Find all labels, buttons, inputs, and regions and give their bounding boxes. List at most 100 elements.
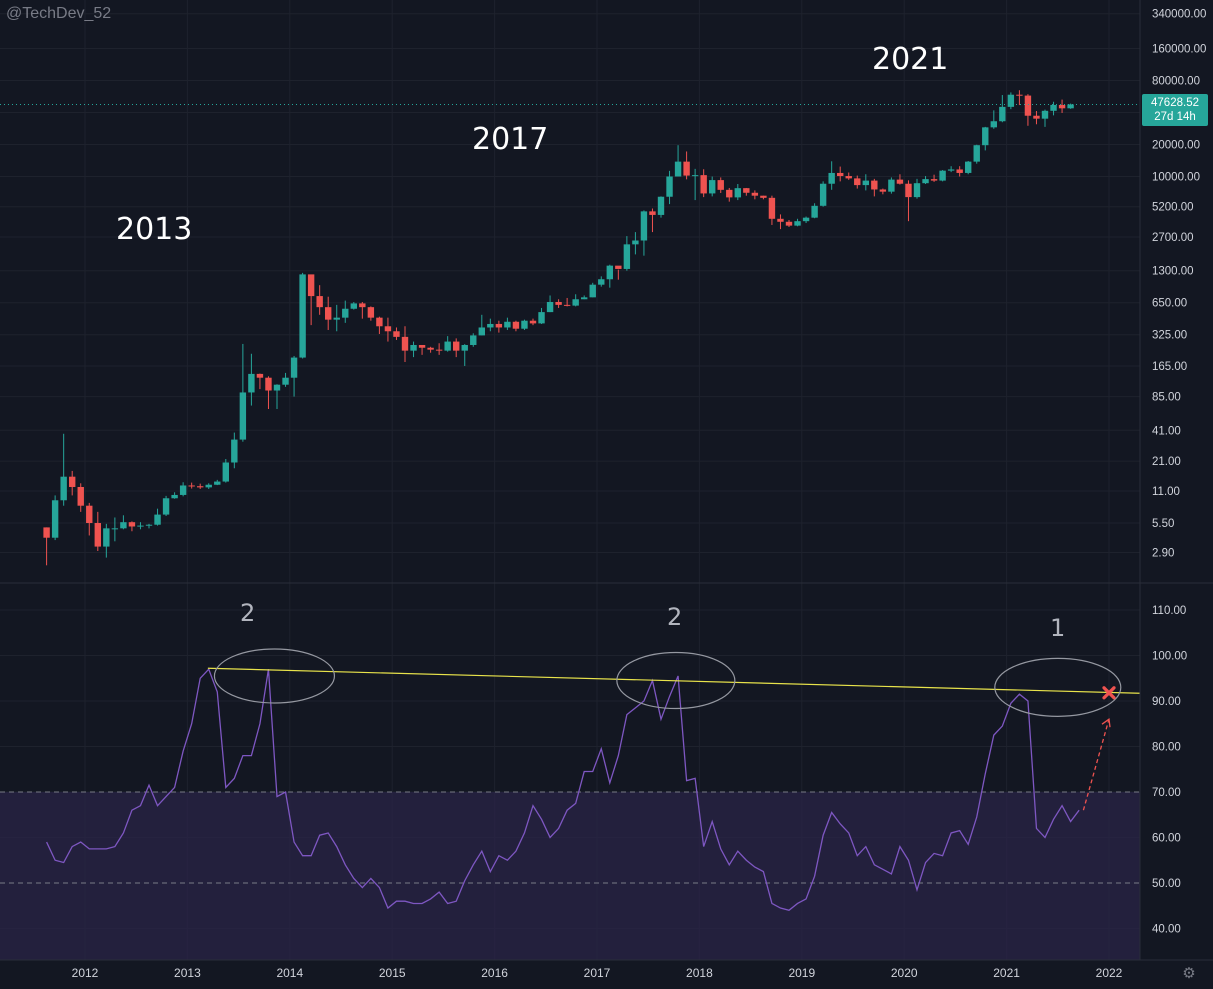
price-tick-label: 80000.00 (1152, 76, 1200, 88)
candle-body (802, 217, 810, 222)
candle-body (649, 211, 656, 215)
rsi-tick-label: 40.00 (1152, 924, 1181, 936)
candle-body (965, 161, 972, 173)
price-tick-label: 2.90 (1152, 548, 1174, 560)
time-tick-label: 2014 (276, 966, 303, 980)
price-tick-label: 5.50 (1152, 518, 1174, 530)
candle-body (947, 169, 955, 171)
candle-body (504, 321, 511, 328)
candle-body (60, 476, 67, 501)
candle-body (666, 176, 673, 197)
candle-body (197, 486, 204, 488)
candle-body (307, 274, 315, 297)
price-tick-label: 21.00 (1152, 456, 1181, 468)
projection-arrowhead (1101, 718, 1111, 728)
rsi-tick-label: 60.00 (1152, 833, 1181, 845)
candle-body (325, 307, 332, 320)
candle-body (871, 180, 878, 190)
price-tick-label: 2700.00 (1152, 232, 1194, 244)
candle-body (794, 221, 801, 226)
rsi-band-lines (0, 791, 1140, 884)
candle-body (982, 127, 989, 146)
candle-body (999, 106, 1006, 122)
candle-body (743, 188, 750, 193)
price-axis[interactable]: 340000.00160000.0080000.0040000.0020000.… (1152, 9, 1206, 560)
candle-body (896, 179, 904, 184)
candle-body (657, 196, 665, 215)
rsi-trendline[interactable] (207, 667, 1140, 694)
rsi-tick-label: 70.00 (1152, 787, 1181, 799)
grid-lines (0, 0, 1140, 960)
candle-body (86, 505, 93, 524)
last-price-value: 47628.52 (1151, 97, 1199, 109)
candle-body (154, 514, 161, 525)
candle-body (418, 344, 426, 348)
peak-ellipse (213, 648, 336, 704)
author-watermark: @TechDev_52 (6, 5, 112, 22)
candle-body (248, 373, 255, 393)
rsi-tick-label: 100.00 (1152, 651, 1187, 663)
time-tick-label: 2020 (891, 966, 918, 980)
candle-body (930, 179, 938, 181)
candle-body (1041, 110, 1049, 119)
price-candles (43, 90, 1074, 566)
candle-body (137, 525, 144, 527)
price-tick-label: 41.00 (1152, 425, 1181, 437)
candle-body (640, 211, 648, 241)
candle-body (913, 183, 921, 198)
candle-body (683, 161, 690, 176)
candle-body (598, 279, 605, 285)
candle-body (478, 327, 485, 336)
candle-body (487, 323, 494, 328)
time-tick-label: 2012 (72, 966, 99, 980)
candle-body (700, 175, 707, 194)
target-x-stroke (1102, 686, 1116, 700)
candle-body (1058, 104, 1066, 109)
price-tick-label: 5200.00 (1152, 202, 1194, 214)
time-axis[interactable]: 2012 2013 2014 2015 2016 2017 2018 2019 2020 2021… (72, 966, 1123, 980)
candle-body (128, 522, 136, 527)
candle-body (94, 523, 101, 547)
rsi-axis[interactable]: 110.00 100.00 90.00 80.00 70.00 60.00 50.00 40.… (1152, 605, 1187, 936)
candle-body (282, 377, 289, 385)
candle-body (461, 344, 468, 351)
candle-body (956, 169, 963, 173)
candle-body (376, 317, 383, 327)
rsi-line (46, 667, 1080, 912)
price-tick-label: 325.00 (1152, 330, 1187, 342)
candle-body (333, 317, 340, 320)
candle-body (367, 307, 375, 318)
candle-body (1024, 95, 1032, 116)
price-tick-label: 10000.00 (1152, 172, 1200, 184)
peak-ellipses[interactable] (213, 648, 1122, 717)
time-tick-label: 2017 (584, 966, 611, 980)
candle-body (495, 323, 503, 328)
time-tick-label: 2015 (379, 966, 406, 980)
candle-body (529, 320, 537, 324)
price-tick-label: 20000.00 (1152, 140, 1200, 152)
candle-body (103, 528, 110, 547)
candle-body (760, 195, 767, 198)
candle-body (709, 180, 716, 194)
candle-body (888, 179, 895, 192)
candle-body (589, 284, 596, 298)
rsi-projection-arrow[interactable] (1082, 719, 1110, 811)
candle-body (401, 336, 409, 351)
candle-body (1016, 94, 1023, 96)
gear-icon[interactable]: ⚙ (1182, 965, 1196, 982)
candle-body (111, 528, 119, 530)
candle-body (939, 170, 946, 181)
candle-body (768, 197, 776, 219)
bar-countdown: 27d 14h (1154, 111, 1196, 123)
candle-body (205, 484, 212, 488)
peak-count-2021: 1 (1050, 614, 1065, 642)
candle-body (342, 308, 349, 318)
candle-body (1050, 104, 1057, 111)
candle-body (785, 221, 793, 226)
candle-body (717, 180, 724, 190)
candle-body (43, 527, 50, 538)
candle-body (120, 522, 127, 529)
candle-body (606, 265, 613, 280)
candle-body (990, 121, 997, 128)
year-label-2017: 2017 (472, 122, 548, 157)
